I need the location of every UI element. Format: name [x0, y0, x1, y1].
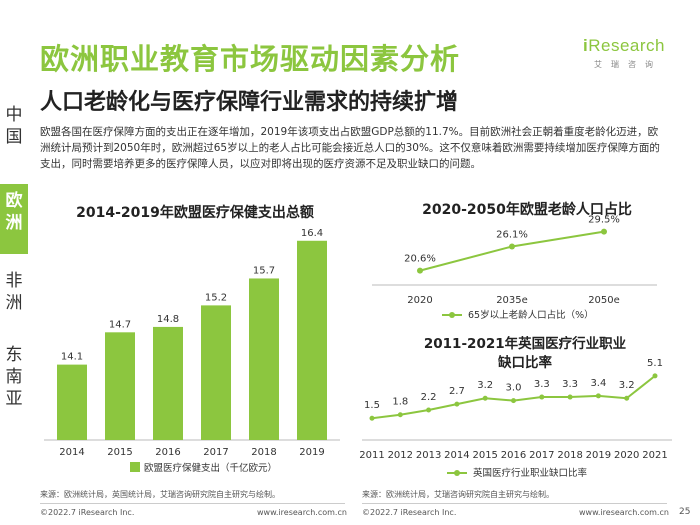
x-tick-label: 2015 [472, 450, 497, 461]
data-point [454, 401, 460, 407]
data-label: 3.2 [477, 380, 493, 391]
sidebar-item-europe[interactable]: 欧洲 [0, 184, 28, 254]
data-point [567, 394, 573, 400]
sidebar-item-china[interactable]: 中国 [0, 100, 28, 154]
aging-population-line-chart: 20.6% 2020 26.1% 2035e 29.5% 2050e 65岁以上老龄人口占比… [372, 215, 657, 321]
data-point [624, 395, 630, 401]
x-tick-label: 2016 [501, 450, 526, 461]
x-tick-label: 2020 [407, 295, 432, 306]
footer-divider-left [40, 503, 345, 504]
data-point [511, 398, 516, 404]
logo-wordmark: iResearch [583, 36, 665, 55]
bar [249, 278, 279, 440]
x-tick-label: 2012 [388, 450, 413, 461]
bar-chart-title: 2014-2019年欧盟医疗保健支出总额 [76, 205, 314, 221]
bar-value-label: 15.7 [253, 265, 275, 276]
x-tick-label: 2014 [444, 450, 469, 461]
footer-url-right[interactable]: www.iresearch.com.cn [579, 508, 669, 517]
bar-value-label: 15.2 [205, 292, 227, 303]
footer-copyright-left: ©2022.7 iResearch Inc. [40, 508, 135, 517]
x-tick-label: 2019 [586, 450, 611, 461]
x-tick-label: 2035e [496, 295, 528, 306]
legend-swatch [130, 462, 140, 472]
data-label: 2.7 [449, 386, 465, 397]
data-label: 26.1% [496, 229, 528, 240]
legend-marker [454, 470, 460, 476]
data-point [509, 243, 515, 250]
bar [57, 364, 87, 440]
sidebar-item-africa[interactable]: 非洲 [0, 270, 28, 320]
x-tick-label: 2017 [529, 450, 554, 461]
data-label: 29.5% [588, 215, 620, 226]
x-tick-label: 2018 [251, 447, 276, 458]
data-label: 3.2 [619, 380, 635, 391]
data-label: 20.6% [404, 254, 436, 265]
bar [201, 305, 231, 440]
legend-label: 欧盟医疗保健支出（千亿欧元） [144, 462, 277, 474]
x-tick-label: 2016 [155, 447, 180, 458]
sidebar-item-southeast-asia[interactable]: 东南亚 [0, 344, 28, 414]
footer-divider-right [362, 503, 667, 504]
x-tick-label: 2015 [107, 447, 132, 458]
data-point [652, 373, 658, 379]
bar-value-label: 16.4 [301, 228, 323, 239]
shortage-chart-title: 2011-2021年英国医疗行业职业缺口比率 [423, 336, 627, 371]
x-tick-label: 2021 [642, 450, 667, 461]
page-title: 欧洲职业教育市场驱动因素分析 [40, 42, 461, 76]
logo-chinese: 艾瑞咨询 [594, 60, 662, 69]
sidebar-item-label: 欧洲 [5, 191, 23, 233]
x-tick-label: 2019 [299, 447, 324, 458]
data-point [595, 393, 601, 399]
page-subtitle: 人口老龄化与医疗保障行业需求的持续扩增 [40, 90, 459, 115]
data-point [539, 394, 545, 400]
source-note-right: 来源：欧洲统计局，艾瑞咨询研究院自主研究与绘制。 [362, 490, 554, 499]
data-label: 3.4 [590, 378, 606, 389]
x-tick-label: 2050e [588, 295, 620, 306]
legend-label: 65岁以上老龄人口占比（%） [468, 309, 594, 321]
bar [105, 332, 135, 440]
data-point [601, 228, 607, 235]
footer-url-left[interactable]: www.iresearch.com.cn [257, 508, 347, 517]
bar-value-label: 14.7 [109, 319, 131, 330]
description-paragraph: 欧盟各国在医疗保障方面的支出正在逐年增加，2019年该项支出占欧盟GDP总额的1… [40, 126, 660, 170]
footer-copyright-right: ©2022.7 iResearch Inc. [362, 508, 457, 517]
legend-label: 英国医疗行业职业缺口比率 [473, 467, 588, 479]
x-tick-label: 2017 [203, 447, 228, 458]
data-point [426, 407, 432, 413]
bar [297, 240, 327, 440]
sidebar-item-label: 非洲 [5, 271, 23, 313]
source-note-left: 来源：欧洲统计局，英国统计局，艾瑞咨询研究院自主研究与绘制。 [40, 490, 280, 499]
x-tick-label: 2014 [59, 447, 84, 458]
data-label: 3.3 [562, 379, 578, 390]
nurse-shortage-line-chart: 1.5 2011 1.8 2012 2.2 2013 2.7 2014 3.2 2015 3.0 20… [359, 358, 672, 479]
aging-chart-title: 2020-2050年欧盟老龄人口占比 [422, 202, 632, 218]
x-tick-label: 2018 [557, 450, 582, 461]
data-label: 3.3 [534, 379, 550, 390]
x-tick-label: 2011 [359, 450, 384, 461]
data-point [482, 395, 488, 401]
bar-value-label: 14.1 [61, 352, 83, 363]
data-label: 1.5 [364, 400, 380, 411]
sidebar-item-label: 东南亚 [5, 345, 23, 409]
sidebar-item-label: 中国 [5, 105, 23, 147]
data-label: 2.2 [421, 392, 437, 403]
x-tick-label: 2013 [416, 450, 441, 461]
data-label: 3.0 [506, 383, 522, 394]
x-tick-label: 2020 [614, 450, 639, 461]
bar [153, 326, 183, 440]
iresearch-logo: iResearch 艾瑞咨询 [574, 36, 674, 70]
data-point [397, 412, 403, 418]
legend-marker [449, 312, 455, 318]
data-label: 1.8 [392, 397, 408, 408]
data-label: 5.1 [647, 358, 663, 369]
bar-value-label: 14.8 [157, 314, 179, 325]
healthcare-expenditure-bar-chart: 14.1 2014 14.7 2015 14.8 2016 15.2 2017 15.7 2018… [44, 228, 340, 474]
page-number: 25 [679, 507, 691, 517]
data-point [417, 267, 423, 274]
data-point [369, 415, 375, 421]
